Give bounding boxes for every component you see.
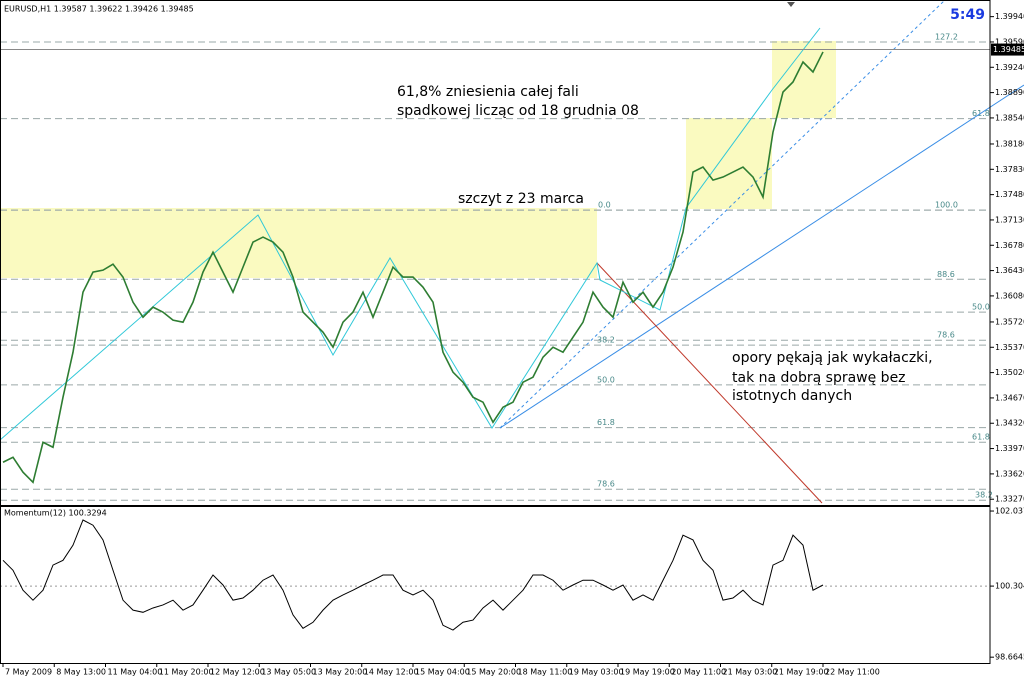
fib-label: 78.6 bbox=[597, 480, 615, 489]
y-tick-label: 100.3048 bbox=[995, 582, 1024, 591]
x-tick-label: 19 May 03:00 bbox=[569, 668, 624, 677]
y-tick-label: 1.36430 bbox=[995, 266, 1024, 275]
fib-label: 50.0 bbox=[972, 303, 990, 312]
zone bbox=[0, 208, 597, 278]
annotation: 61,8% zniesienia całej fali bbox=[397, 84, 579, 100]
trendline bbox=[499, 84, 1024, 429]
x-tick-label: 22 May 11:00 bbox=[825, 668, 880, 677]
x-tick-label: 18 May 11:00 bbox=[518, 668, 573, 677]
zone bbox=[772, 41, 836, 118]
annotation: opory pękają jak wykałaczki, bbox=[732, 350, 933, 366]
fib-label: 78.6 bbox=[937, 331, 955, 340]
x-tick-label: 20 May 11:00 bbox=[671, 668, 726, 677]
fib-label: 88.6 bbox=[937, 270, 955, 279]
plot bbox=[0, 49, 990, 631]
y-tick-label: 102.037 bbox=[995, 507, 1024, 516]
x-tick-label: 15 May 04:00 bbox=[415, 668, 470, 677]
trendline bbox=[596, 262, 823, 504]
x-tick-label: 13 May 05:00 bbox=[261, 668, 316, 677]
y-tick-label: 1.33270 bbox=[995, 495, 1024, 504]
y-tick-label: 1.37480 bbox=[995, 190, 1024, 199]
y-tick-label: 1.35720 bbox=[995, 317, 1024, 326]
x-tick-label: 11 May 20:00 bbox=[159, 668, 214, 677]
y-tick-label: 1.37830 bbox=[995, 165, 1024, 174]
y-tick-label: 1.36780 bbox=[995, 241, 1024, 250]
annotation: szczyt z 23 marca bbox=[458, 191, 584, 207]
shift-marker bbox=[787, 2, 795, 7]
y-tick-label: 98.6645 bbox=[995, 653, 1024, 662]
x-tick-label: 19 May 19:00 bbox=[620, 668, 675, 677]
series-line bbox=[2, 51, 824, 484]
fib-label: 100.0 bbox=[935, 201, 958, 210]
indicator-title: Momentum(12) 100.3294 bbox=[4, 509, 107, 518]
y-tick-label: 1.39940 bbox=[995, 12, 1024, 21]
trendline bbox=[499, 0, 946, 429]
last-price-box bbox=[991, 43, 1024, 56]
symbol-info: EURUSD,H1 1.39587 1.39622 1.39426 1.3948… bbox=[4, 5, 194, 14]
zone bbox=[686, 118, 772, 209]
fib-levels: 127.2 61.8 0.0 100.0 88.6 50.0 78.6 38.2 50.0 61.… bbox=[0, 32, 993, 501]
timer: 5:49 bbox=[950, 7, 985, 23]
y-tick-label: 1.39590 bbox=[995, 37, 1024, 46]
y-tick-label: 1.36080 bbox=[995, 291, 1024, 300]
y-tick-label: 1.37130 bbox=[995, 215, 1024, 224]
x-tick-label: 21 May 19:00 bbox=[774, 668, 829, 677]
x-tick-label: 15 May 20:00 bbox=[466, 668, 521, 677]
x-tick-label: 11 May 04:00 bbox=[108, 668, 163, 677]
x-tick-label: 21 May 03:00 bbox=[723, 668, 778, 677]
fib-label: 0.0 bbox=[598, 201, 611, 210]
x-tick-label: 13 May 20:00 bbox=[313, 668, 368, 677]
fib-label: 50.0 bbox=[597, 375, 615, 384]
y-tick-label: 1.35370 bbox=[995, 343, 1024, 352]
y-tick-label: 1.38180 bbox=[995, 139, 1024, 148]
fib-label: 127.2 bbox=[935, 32, 958, 41]
y-tick-label: 1.33620 bbox=[995, 469, 1024, 478]
series-line bbox=[2, 519, 824, 631]
y-tick-label: 1.34670 bbox=[995, 393, 1024, 402]
annotation: istotnych danych bbox=[732, 388, 852, 404]
y-tick-label: 1.35020 bbox=[995, 368, 1024, 377]
y-tick-label: 1.38540 bbox=[995, 113, 1024, 122]
y-tick-label: 1.34320 bbox=[995, 419, 1024, 428]
zigzag bbox=[0, 27, 821, 441]
zones bbox=[0, 41, 836, 278]
y-tick-label: 1.33970 bbox=[995, 444, 1024, 453]
fib-label: 38.2 bbox=[975, 491, 993, 500]
annotation: spadkowej licząc od 18 grudnia 08 bbox=[397, 103, 639, 119]
fib-label: 61.8 bbox=[597, 418, 615, 427]
y-tick-label: 1.39240 bbox=[995, 63, 1024, 72]
fib-label: 61.8 bbox=[972, 433, 990, 442]
fib-label: 38.2 bbox=[597, 336, 615, 345]
x-tick-label: 12 May 12:00 bbox=[210, 668, 265, 677]
x-tick-label: 8 May 13:00 bbox=[56, 668, 106, 677]
last-price-label: 1.39485 bbox=[993, 45, 1024, 54]
annotation: tak na dobrą sprawę bez bbox=[732, 370, 906, 386]
x-tick-label: 7 May 2009 bbox=[5, 668, 52, 677]
trendlines bbox=[0, 0, 1024, 504]
y-tick-label: 1.38890 bbox=[995, 88, 1024, 97]
x-tick-label: 14 May 12:00 bbox=[364, 668, 419, 677]
